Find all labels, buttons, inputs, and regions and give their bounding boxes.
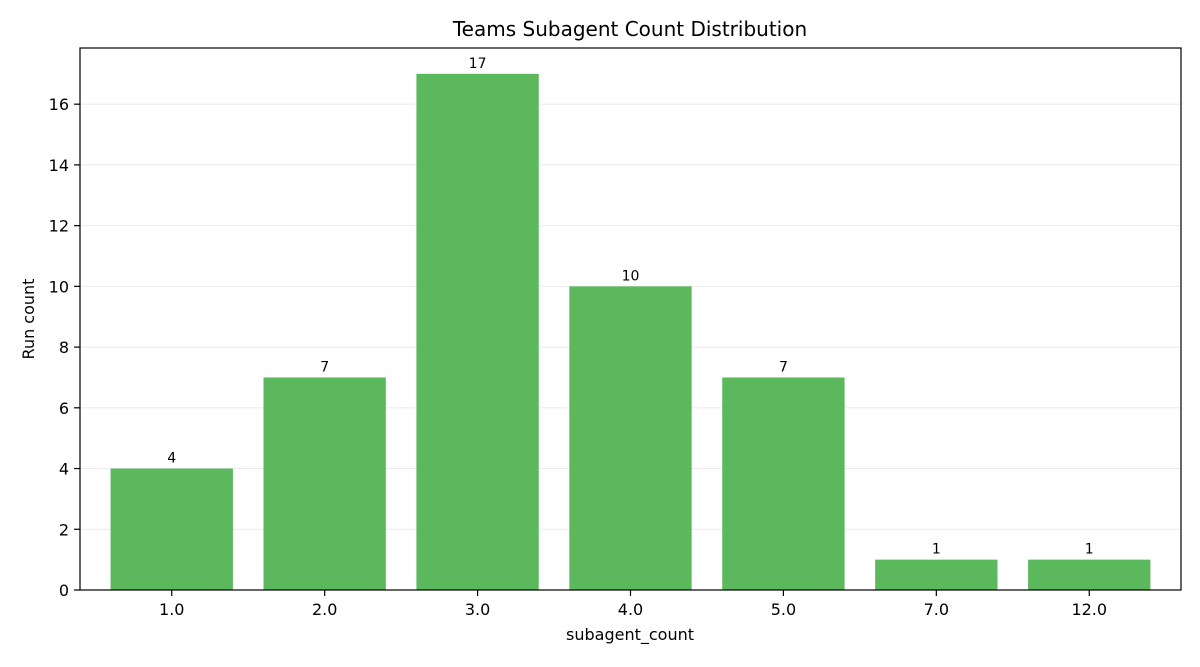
x-tick-label: 4.0 (618, 600, 643, 619)
bar-value-label: 7 (779, 359, 788, 375)
x-tick-label: 2.0 (312, 600, 337, 619)
y-tick-label: 16 (49, 95, 69, 114)
x-tick-label: 7.0 (924, 600, 949, 619)
x-axis-ticks: 1.0 2.0 3.0 4.0 5.0 7.0 12.0 (159, 590, 1107, 619)
x-axis-label: subagent_count (566, 625, 694, 645)
bar-value-label: 1 (1085, 542, 1094, 558)
y-tick-label: 8 (59, 338, 69, 357)
bar-value-label: 1 (932, 542, 941, 558)
bar (263, 377, 386, 590)
y-tick-label: 14 (49, 156, 69, 175)
bars (110, 73, 1151, 591)
y-tick-label: 4 (59, 460, 69, 479)
bar-value-label: 4 (167, 451, 176, 467)
x-tick-label: 3.0 (465, 600, 490, 619)
bar (875, 559, 998, 590)
data-labels: 4 7 17 10 7 1 1 (167, 56, 1093, 558)
y-tick-label: 10 (49, 277, 69, 296)
y-axis-label: Run count (19, 279, 38, 360)
bar (722, 377, 845, 590)
x-tick-label: 5.0 (771, 600, 796, 619)
y-tick-label: 6 (59, 399, 69, 418)
bar (569, 286, 692, 590)
bar (416, 73, 539, 591)
y-tick-label: 2 (59, 520, 69, 539)
bar (110, 468, 233, 590)
y-tick-label: 12 (49, 217, 69, 236)
bar-value-label: 7 (320, 359, 329, 375)
y-axis-ticks: 0 2 4 6 8 10 12 14 16 (49, 95, 80, 600)
bar (1028, 559, 1151, 590)
x-tick-label: 1.0 (159, 600, 184, 619)
bar-value-label: 10 (622, 268, 640, 284)
y-tick-label: 0 (59, 581, 69, 600)
bar-value-label: 17 (469, 56, 487, 72)
x-tick-label: 12.0 (1071, 600, 1107, 619)
chart-title: Teams Subagent Count Distribution (452, 17, 807, 41)
